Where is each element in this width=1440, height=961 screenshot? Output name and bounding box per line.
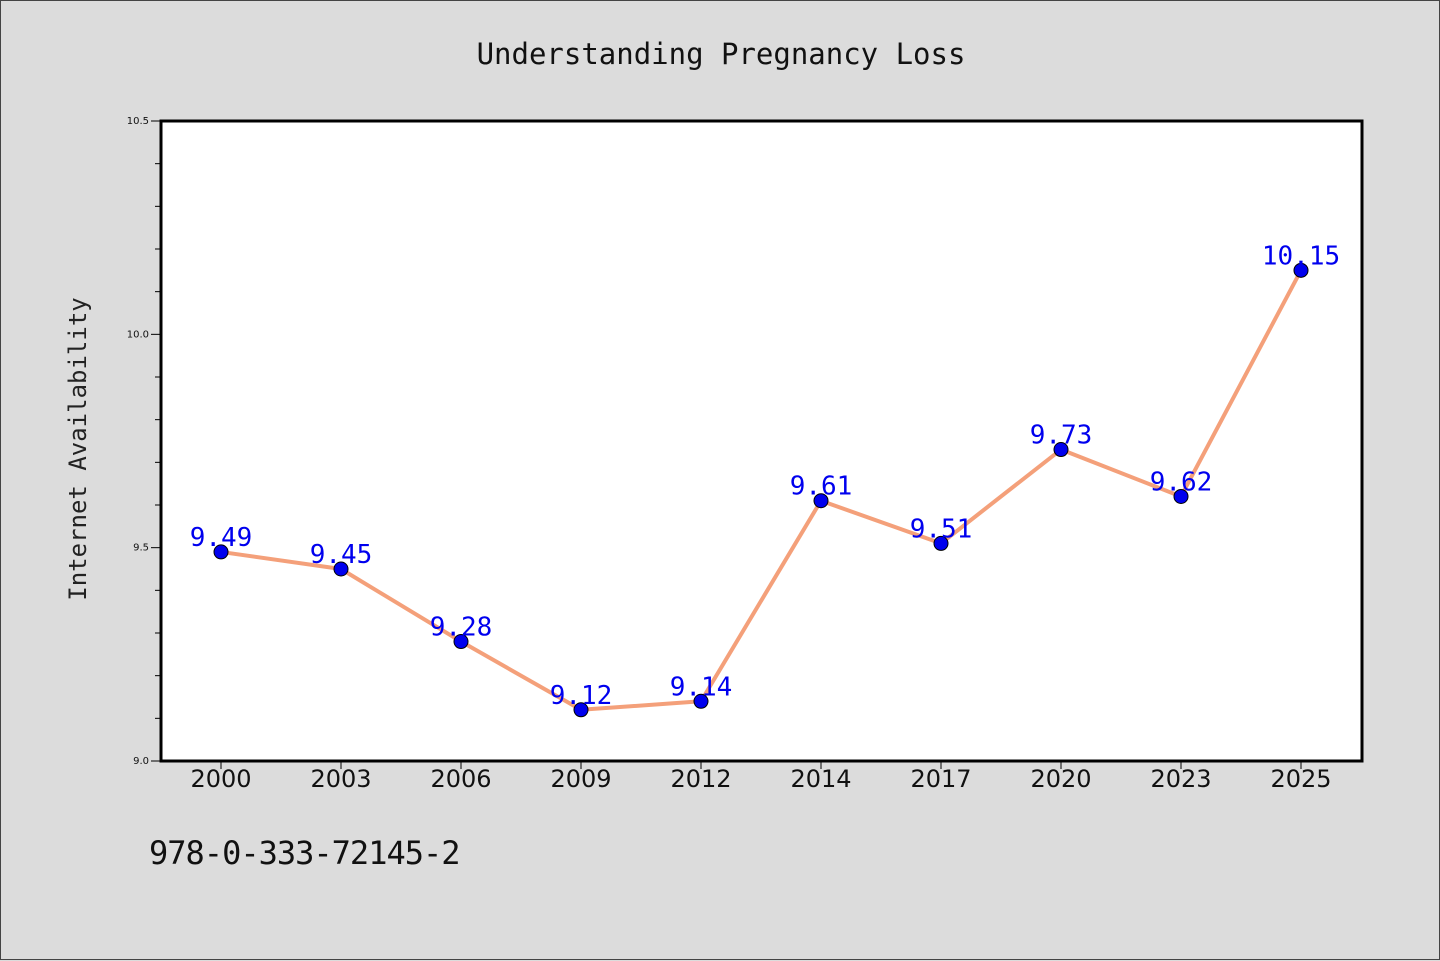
data-point [1173, 488, 1189, 504]
x-tick-label: 2006 [430, 765, 491, 793]
data-point [1053, 442, 1069, 458]
data-label: 9.45 [310, 540, 373, 570]
plot-area [159, 119, 1364, 763]
y-tick-label: 9.5 [133, 543, 149, 554]
data-label: 9.49 [190, 523, 253, 553]
series-line [220, 269, 1303, 712]
data-point [213, 544, 229, 560]
y-axis: 9.0 9.5 10.0 10.5 [127, 116, 161, 767]
data-point [453, 634, 469, 650]
data-label: 9.61 [790, 472, 853, 502]
x-axis: 2000 2003 2006 2009 2012 2014 2017 2020 2023 2025 [190, 761, 1332, 793]
footer-code: 978-0-333-72145-2 [149, 834, 461, 872]
data-label: 9.73 [1030, 421, 1093, 451]
data-label: 9.28 [430, 613, 493, 643]
data-point [693, 693, 709, 709]
data-point [1293, 262, 1309, 278]
data-point [333, 561, 349, 577]
data-label: 9.12 [550, 681, 613, 711]
y-axis-label: Internet Availability [64, 297, 92, 600]
data-label: 9.51 [910, 514, 973, 544]
x-tick-label: 2000 [190, 765, 251, 793]
x-tick-label: 2017 [910, 765, 971, 793]
y-tick-label: 9.0 [133, 756, 149, 767]
x-tick-label: 2025 [1270, 765, 1331, 793]
x-tick-label: 2014 [790, 765, 851, 793]
x-tick-label: 2020 [1030, 765, 1091, 793]
data-label: 9.14 [670, 672, 733, 702]
data-label: 9.62 [1150, 467, 1213, 497]
y-tick-label: 10.0 [127, 329, 149, 340]
x-tick-label: 2003 [310, 765, 371, 793]
x-tick-label: 2023 [1150, 765, 1211, 793]
chart-title: Understanding Pregnancy Loss [477, 37, 966, 71]
data-point [573, 702, 589, 718]
data-label: 10.15 [1262, 241, 1340, 271]
x-tick-label: 2009 [550, 765, 611, 793]
data-point [933, 535, 949, 551]
series-group: 9.49 9.45 9.28 9.12 9.14 9.61 9.51 9.73 9.62 10.1… [190, 241, 1340, 718]
y-tick-label: 10.5 [127, 116, 149, 127]
data-point [813, 493, 829, 509]
x-tick-label: 2012 [670, 765, 731, 793]
